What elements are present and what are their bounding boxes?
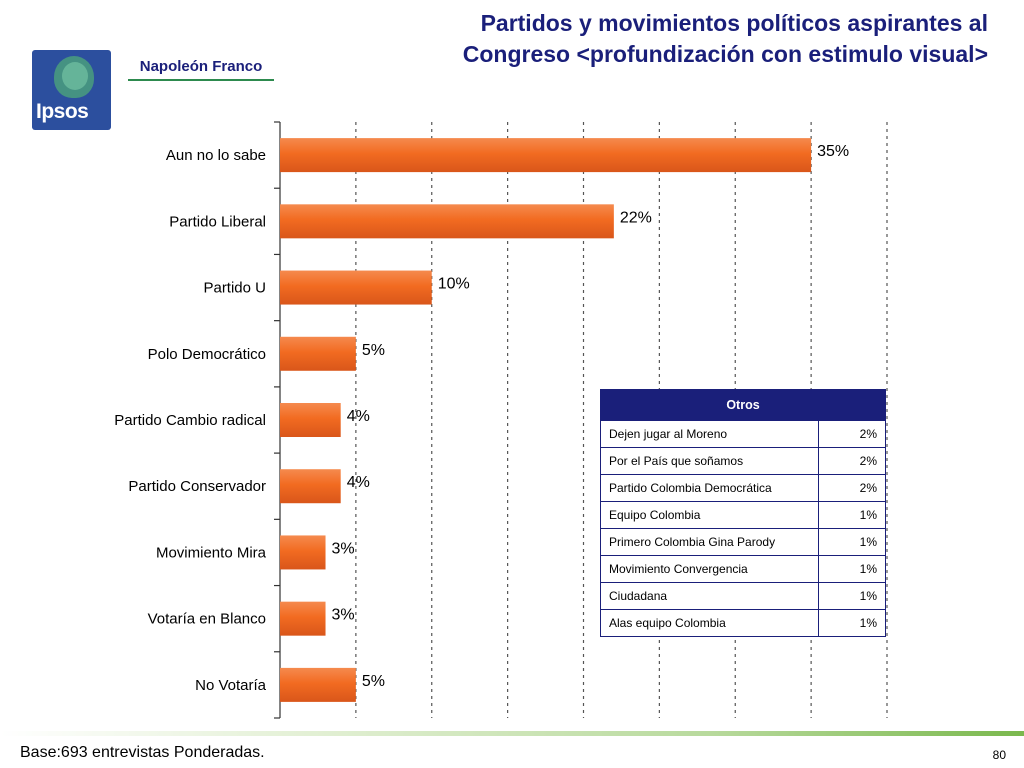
table-row: Por el País que soñamos 2% bbox=[600, 447, 886, 475]
data-label: 4% bbox=[347, 408, 370, 425]
category-label: Aun no lo sabe bbox=[166, 147, 266, 164]
data-label: 5% bbox=[362, 673, 385, 690]
bar bbox=[280, 336, 356, 371]
category-label: Polo Democrático bbox=[148, 346, 266, 363]
bar bbox=[280, 270, 432, 305]
table-row: Primero Colombia Gina Parody 1% bbox=[600, 528, 886, 556]
otros-pct: 2% bbox=[818, 420, 886, 448]
otros-name: Primero Colombia Gina Parody bbox=[600, 528, 819, 556]
data-label: 3% bbox=[332, 540, 355, 557]
otros-name: Alas equipo Colombia bbox=[600, 609, 819, 637]
table-row: Partido Colombia Democrática 2% bbox=[600, 474, 886, 502]
bar bbox=[280, 667, 356, 702]
otros-name: Ciudadana bbox=[600, 582, 819, 610]
bar bbox=[280, 138, 812, 173]
base-note: Base:693 entrevistas Ponderadas. bbox=[20, 744, 265, 761]
otros-pct: 1% bbox=[818, 528, 886, 556]
page-number: 80 bbox=[992, 748, 1006, 762]
data-label: 4% bbox=[347, 474, 370, 491]
bar-chart: Aun no lo sabe 35% Partido Liberal 22% Parti… bbox=[114, 121, 888, 719]
title-line-2: Congreso <profundización con estimulo vi… bbox=[462, 41, 988, 67]
ipsos-logo: Ipsos bbox=[32, 50, 111, 130]
otros-name: Equipo Colombia bbox=[600, 501, 819, 529]
logo-text: Ipsos bbox=[36, 100, 89, 123]
data-label: 35% bbox=[817, 143, 849, 160]
otros-name: Por el País que soñamos bbox=[600, 447, 819, 475]
category-label: Partido Cambio radical bbox=[114, 412, 266, 429]
bar bbox=[280, 469, 341, 504]
table-row: Movimiento Convergencia 1% bbox=[600, 555, 886, 583]
category-label: Votaría en Blanco bbox=[148, 611, 266, 628]
bar bbox=[280, 601, 326, 636]
bar bbox=[280, 204, 614, 239]
page-title: Partidos y movimientos políticos aspiran… bbox=[288, 8, 988, 70]
category-label: No Votaría bbox=[195, 677, 267, 694]
otros-pct: 2% bbox=[818, 474, 886, 502]
footer-band bbox=[0, 731, 1024, 736]
data-label: 5% bbox=[362, 342, 385, 359]
table-row: Alas equipo Colombia 1% bbox=[600, 609, 886, 637]
category-label: Movimiento Mira bbox=[156, 544, 267, 561]
bar bbox=[280, 403, 341, 437]
category-label: Partido Liberal bbox=[169, 213, 266, 230]
data-label: 10% bbox=[438, 276, 470, 293]
title-line-1: Partidos y movimientos políticos aspiran… bbox=[480, 10, 988, 36]
bar bbox=[280, 535, 326, 570]
otros-table-header: Otros bbox=[600, 389, 886, 421]
category-label: Partido U bbox=[203, 280, 266, 297]
brand-name: Napoleón Franco bbox=[128, 58, 274, 81]
otros-pct: 1% bbox=[818, 582, 886, 610]
data-label: 22% bbox=[620, 209, 652, 226]
category-label: Partido Conservador bbox=[128, 478, 266, 495]
otros-table: Otros Dejen jugar al Moreno 2% Por el Paí… bbox=[600, 389, 886, 637]
otros-name: Partido Colombia Democrática bbox=[600, 474, 819, 502]
table-row: Ciudadana 1% bbox=[600, 582, 886, 610]
otros-pct: 1% bbox=[818, 501, 886, 529]
otros-name: Dejen jugar al Moreno bbox=[600, 420, 819, 448]
otros-pct: 1% bbox=[818, 609, 886, 637]
otros-pct: 2% bbox=[818, 447, 886, 475]
table-row: Dejen jugar al Moreno 2% bbox=[600, 420, 886, 448]
table-row: Equipo Colombia 1% bbox=[600, 501, 886, 529]
otros-pct: 1% bbox=[818, 555, 886, 583]
otros-name: Movimiento Convergencia bbox=[600, 555, 819, 583]
data-label: 3% bbox=[332, 607, 355, 624]
